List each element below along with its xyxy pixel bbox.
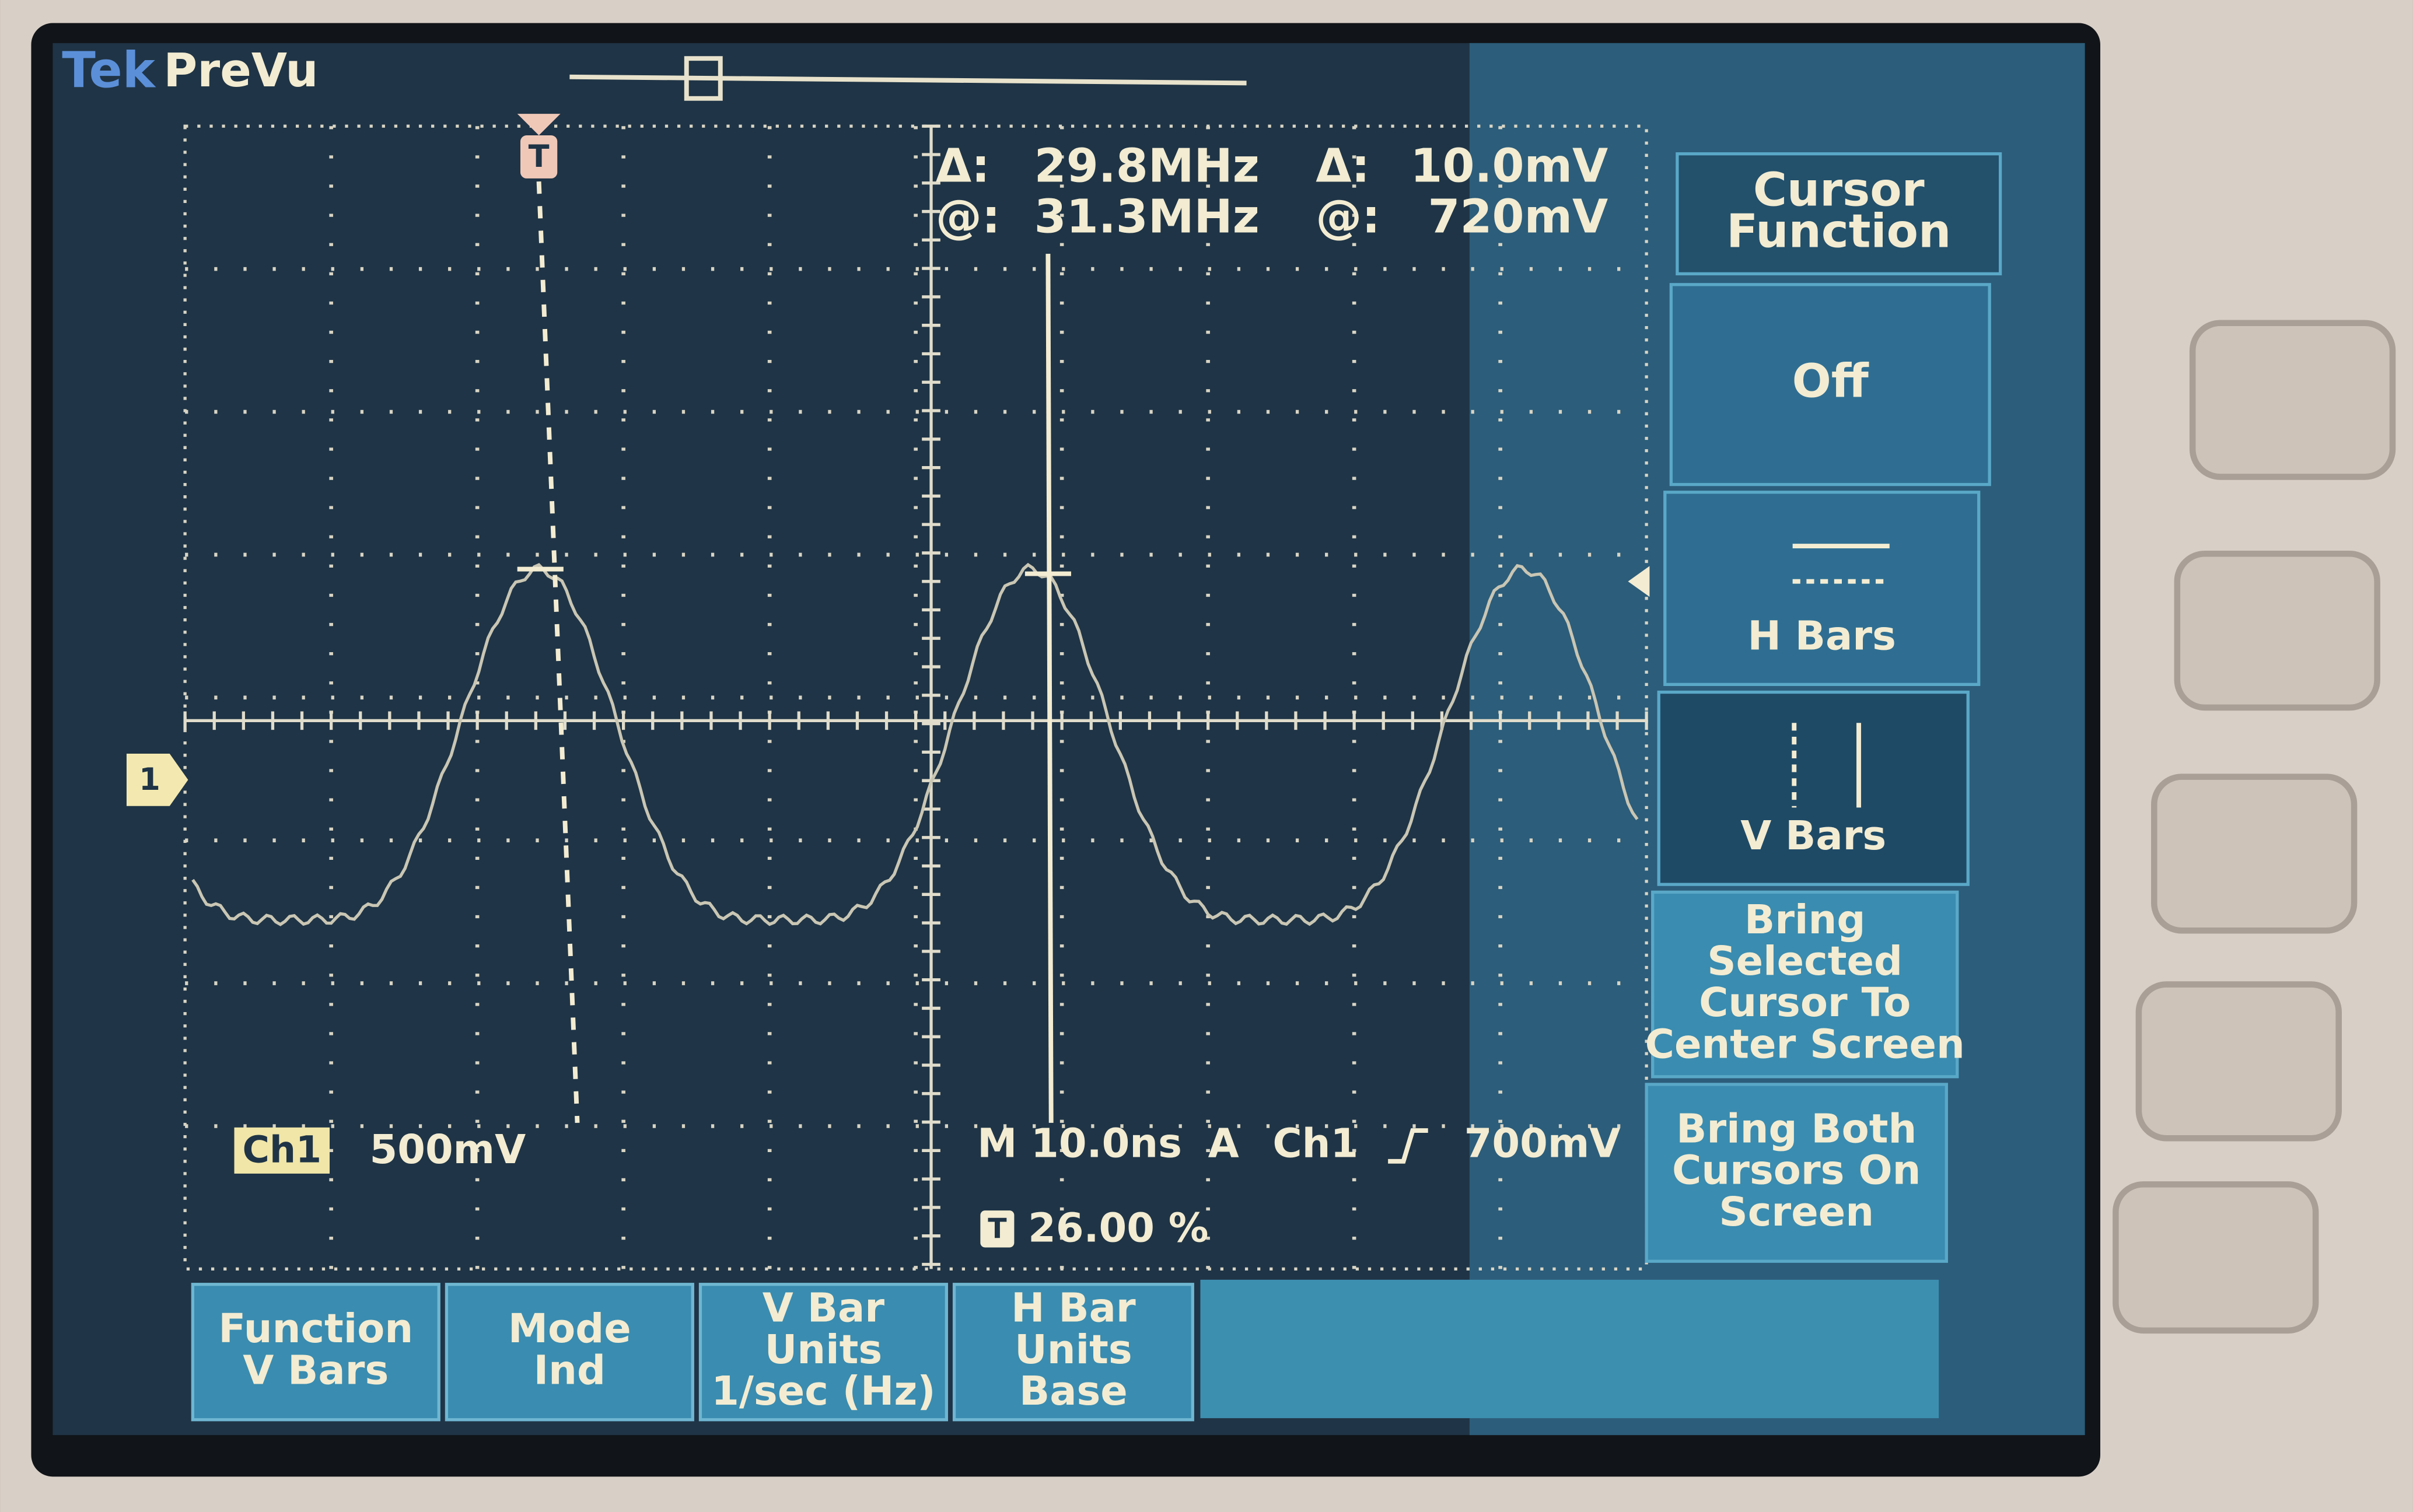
bezel-button[interactable] — [2189, 320, 2396, 480]
readout-label: @: — [936, 190, 1001, 244]
side-menu-label: Bring Both — [1676, 1105, 1917, 1152]
record-bar — [569, 74, 1247, 86]
side-menu-label: V Bars — [1740, 813, 1886, 859]
side-menu-label: Cursors On — [1672, 1147, 1921, 1194]
graticule — [183, 124, 1648, 1271]
bottom-menu-button[interactable] — [445, 1283, 694, 1422]
trigger-pointer — [517, 114, 561, 136]
trigger-source: A — [1208, 1120, 1239, 1167]
side-menu-label: H Bars — [1748, 612, 1896, 659]
side-menu-button[interactable] — [1669, 283, 1991, 487]
side-menu-label: Selected — [1707, 938, 1903, 985]
bezel-button[interactable] — [2113, 1181, 2319, 1334]
trigger-position: 26.00 % — [1028, 1205, 1208, 1251]
record-window — [684, 56, 723, 101]
bottom-menu-button[interactable] — [698, 1283, 949, 1422]
side-menu-label: Center Screen — [1645, 1021, 1965, 1068]
bezel-button[interactable] — [2174, 550, 2380, 711]
bottom-menu-label: Ind — [534, 1347, 606, 1394]
trigger-marker-label: T — [529, 139, 550, 174]
trigger-position-icon-label: T — [988, 1213, 1007, 1245]
trigger-channel: Ch1 — [1272, 1120, 1358, 1167]
channel-marker-label: 1 — [139, 762, 160, 797]
side-menu-button[interactable] — [1645, 1083, 1948, 1263]
side-menu-button[interactable] — [1663, 491, 1981, 687]
brand: Tek — [62, 42, 156, 99]
bottom-menu-label: Mode — [508, 1306, 631, 1352]
side-menu-label: Off — [1792, 355, 1869, 408]
side-menu-label: Cursor — [1753, 163, 1925, 216]
channel-scale: 500mV — [370, 1126, 526, 1173]
cursor-1 — [536, 181, 580, 1124]
bottom-menu-button[interactable] — [191, 1283, 440, 1422]
bottom-menu-button[interactable] — [952, 1283, 1194, 1422]
waveform — [191, 562, 1639, 926]
mode: PreVu — [163, 44, 318, 97]
trigger-slope — [1388, 1128, 1428, 1164]
side-menu-label: Cursor To — [1699, 979, 1911, 1026]
readout-voltage: 10.0mV — [1410, 139, 1608, 193]
bottom-menu-label: V Bar — [763, 1285, 884, 1332]
readout-label: Δ: — [1316, 139, 1370, 193]
graticule-border — [183, 124, 1648, 1271]
trigger-level-arrow — [1628, 566, 1650, 597]
side-menu-button[interactable] — [1651, 890, 1959, 1079]
side-menu-button[interactable] — [1657, 690, 1970, 886]
channel-badge — [234, 1127, 330, 1174]
readout-frequency: 31.3MHz — [1034, 190, 1260, 244]
trigger-position-icon — [980, 1210, 1015, 1248]
bottom-menu-label: 1/sec (Hz) — [711, 1368, 935, 1415]
ui: Δ: 29.8MHz Δ: 10.0mV@: 31.3MHz @: 720mVCursorF… — [191, 139, 2002, 1422]
bottom-strip — [1200, 1279, 1939, 1419]
trigger-marker — [520, 135, 558, 178]
channel-marker — [126, 754, 188, 806]
bottom-menu-label: V Bars — [243, 1347, 389, 1394]
channel: Ch1 — [243, 1128, 322, 1171]
bezel-button[interactable] — [2151, 774, 2358, 934]
side-menu-button[interactable] — [1676, 152, 2002, 275]
readout-label: @: — [1316, 190, 1380, 244]
bottom-menu-label: H Bar — [1011, 1285, 1136, 1332]
readout-label: Δ: — [936, 139, 990, 193]
bottom-menu-label: Units — [765, 1326, 883, 1373]
timebase: M 10.0ns — [977, 1120, 1182, 1167]
side-menu-label: Bring — [1744, 897, 1865, 943]
bottom-menu-label: Base — [1019, 1368, 1128, 1415]
bottom-menu-label: Function — [218, 1306, 413, 1352]
bezel-button[interactable] — [2135, 981, 2342, 1142]
cursor-2 — [1045, 254, 1054, 1123]
readout-frequency: 29.8MHz — [1034, 139, 1260, 193]
bezel-buttons — [2113, 320, 2396, 1334]
readout-voltage: 720mV — [1428, 190, 1608, 244]
side-menu-label: Screen — [1719, 1189, 1874, 1236]
trigger-level: 700mV — [1464, 1120, 1621, 1167]
bottom-menu-label: Units — [1015, 1326, 1132, 1373]
side-menu-label: Function — [1726, 205, 1951, 258]
